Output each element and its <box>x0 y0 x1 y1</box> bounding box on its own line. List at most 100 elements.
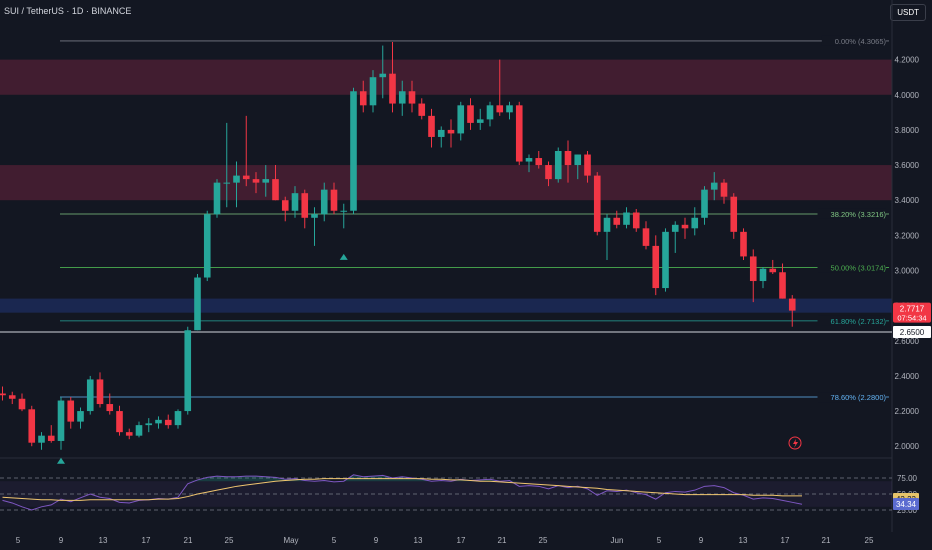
candle-32 <box>311 207 318 246</box>
candle-55 <box>535 151 543 169</box>
currency-button[interactable]: USDT <box>890 4 926 21</box>
candle-39 <box>379 45 387 99</box>
fib-label-2: 50.00% (3.0174) <box>831 263 887 272</box>
time-label-17: 17 <box>781 536 790 545</box>
candle-body <box>418 103 426 116</box>
candle-body <box>301 193 309 218</box>
time-label-5: 25 <box>225 536 234 545</box>
candle-body <box>584 154 591 176</box>
zone-layer <box>0 59 892 313</box>
candle-36 <box>350 87 357 215</box>
candle-body <box>623 212 630 225</box>
time-label-8: 9 <box>374 536 379 545</box>
fib-label-bg-0 <box>821 35 886 46</box>
time-label-9: 13 <box>414 536 423 545</box>
candle-23 <box>223 122 231 208</box>
candle-body <box>125 432 133 436</box>
candle-50 <box>486 101 494 127</box>
candle-body <box>730 196 738 232</box>
candle-62 <box>603 214 611 260</box>
price-tick-0: 4.2000 <box>895 56 920 65</box>
candle-35 <box>340 203 348 229</box>
candle-body <box>67 400 75 422</box>
candle-body <box>0 393 6 396</box>
candle-body <box>398 91 406 104</box>
price-axis: 4.2000 4.0000 3.8000 3.6000 3.4000 3.2000 3.00… <box>893 56 931 515</box>
fib-label-bg-4 <box>817 392 886 403</box>
candle-46 <box>447 119 455 148</box>
candle-31 <box>301 189 309 229</box>
candle-11 <box>106 393 114 415</box>
candle-49 <box>476 108 484 130</box>
candle-layer <box>0 42 796 450</box>
candle-9 <box>86 375 94 415</box>
candle-43 <box>418 98 426 120</box>
candle-body <box>213 182 221 215</box>
candle-72 <box>701 186 708 225</box>
candle-52 <box>506 101 513 120</box>
candle-44 <box>428 108 435 148</box>
candle-body <box>554 151 562 180</box>
candle-34 <box>330 182 338 215</box>
current-price-label: 2.7717 <box>900 305 925 314</box>
candle-0 <box>0 386 6 401</box>
candle-38 <box>369 70 377 113</box>
candle-body <box>408 91 416 104</box>
time-label-14: 5 <box>657 536 662 545</box>
candle-body <box>681 224 689 229</box>
candle-body <box>389 73 396 104</box>
candle-body <box>652 245 660 289</box>
candle-body <box>525 158 533 162</box>
candle-18 <box>174 409 182 429</box>
candle-15 <box>145 418 153 433</box>
time-axis: 5 9 13 17 21 25 May 5 9 13 17 21 25 Jun 5 9 13 17 21 25 <box>16 536 874 545</box>
candle-29 <box>281 196 289 222</box>
candle-body <box>311 214 318 218</box>
candle-5 <box>47 425 55 443</box>
price-tick-6: 3.0000 <box>895 266 920 275</box>
time-label-6: May <box>283 536 298 545</box>
price-tick-5: 3.2000 <box>895 231 920 240</box>
candle-body <box>603 217 611 232</box>
candle-body <box>515 105 523 162</box>
level-label: 2.6500 <box>900 328 925 337</box>
candle-54 <box>525 154 533 173</box>
candle-28 <box>272 165 279 201</box>
candle-body <box>506 105 513 113</box>
candle-body <box>749 256 757 282</box>
price-tick-8: 2.6000 <box>895 337 920 346</box>
alert-icon[interactable] <box>788 436 802 450</box>
candle-body <box>593 175 601 232</box>
candle-56 <box>545 161 552 187</box>
time-label-13: Jun <box>611 536 624 545</box>
candle-body <box>184 330 192 412</box>
candle-77 <box>749 249 757 303</box>
price-tick-3: 3.6000 <box>895 161 920 170</box>
fib-label-bg-3 <box>817 315 886 326</box>
candle-78 <box>759 266 767 289</box>
candle-body <box>330 189 338 211</box>
candle-48 <box>467 98 474 130</box>
countdown-label: 07:54:34 <box>897 314 926 323</box>
candle-67 <box>652 235 660 296</box>
candle-63 <box>613 210 621 229</box>
candle-body <box>18 398 26 410</box>
time-label-3: 17 <box>142 536 151 545</box>
candle-body <box>720 182 728 197</box>
candle-body <box>233 175 240 183</box>
candle-74 <box>720 179 728 204</box>
rsi-overbought-fill <box>2 474 802 482</box>
candle-79 <box>769 259 777 275</box>
candle-42 <box>408 80 416 113</box>
rsi-layer <box>0 474 892 511</box>
candle-body <box>691 217 699 229</box>
symbol-title[interactable]: SUI / TetherUS · 1D · BINANCE <box>4 6 132 16</box>
candle-1 <box>8 391 16 405</box>
candle-body <box>642 228 650 246</box>
fib-label-bg-1 <box>817 208 886 219</box>
fib-label-4: 78.60% (2.2800) <box>831 393 887 402</box>
candle-body <box>447 129 455 134</box>
candle-17 <box>164 414 172 429</box>
candle-13 <box>125 428 133 440</box>
